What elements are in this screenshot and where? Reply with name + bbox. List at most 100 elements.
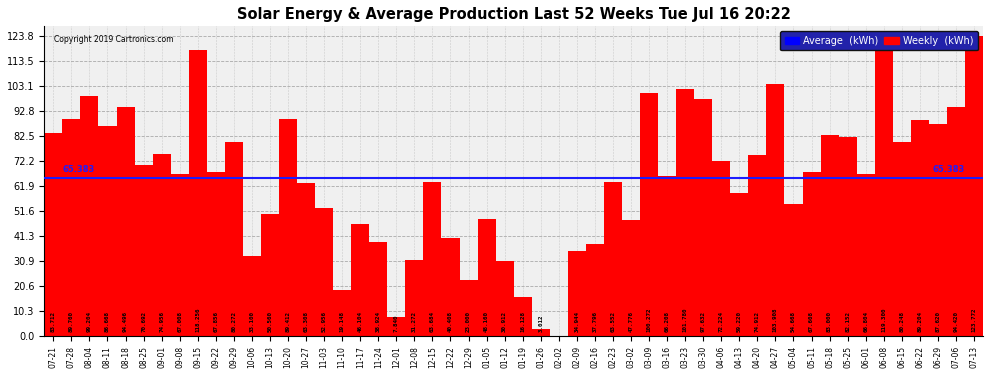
Bar [45, 133, 62, 336]
Text: 40.408: 40.408 [448, 312, 453, 333]
Text: 89.412: 89.412 [285, 312, 290, 333]
Text: 54.668: 54.668 [791, 312, 796, 333]
Bar [243, 256, 261, 336]
Text: 80.272: 80.272 [232, 312, 237, 333]
Bar [477, 219, 496, 336]
Bar [135, 165, 152, 336]
Bar [731, 193, 748, 336]
Bar [712, 161, 731, 336]
Text: 89.204: 89.204 [918, 312, 923, 333]
Text: 72.224: 72.224 [719, 312, 724, 333]
Text: 123.772: 123.772 [971, 308, 976, 333]
Text: 46.104: 46.104 [357, 312, 362, 333]
Text: 74.956: 74.956 [159, 312, 164, 333]
Text: 65.383: 65.383 [62, 165, 95, 174]
Bar [387, 317, 405, 336]
Bar [62, 118, 80, 336]
Bar [496, 261, 514, 336]
Bar [405, 260, 424, 336]
Text: 23.000: 23.000 [466, 312, 471, 333]
Text: 100.272: 100.272 [646, 308, 651, 333]
Text: 87.620: 87.620 [936, 312, 940, 333]
Text: 66.804: 66.804 [863, 312, 868, 333]
Bar [766, 84, 784, 336]
Text: 47.776: 47.776 [629, 312, 634, 333]
Text: 63.308: 63.308 [304, 312, 309, 333]
Bar [676, 89, 694, 336]
Bar [170, 174, 189, 336]
Text: 80.248: 80.248 [899, 312, 904, 333]
Text: 65.383: 65.383 [933, 165, 965, 174]
Text: 67.608: 67.608 [809, 312, 814, 333]
Bar [748, 154, 766, 336]
Bar [641, 93, 658, 336]
Bar [189, 50, 207, 336]
Text: 31.272: 31.272 [412, 312, 417, 333]
Text: 30.912: 30.912 [502, 312, 507, 333]
Text: 33.100: 33.100 [249, 312, 254, 333]
Bar [152, 154, 170, 336]
Text: 50.560: 50.560 [267, 312, 272, 333]
Text: 97.632: 97.632 [701, 312, 706, 333]
Bar [875, 47, 893, 336]
Text: 63.552: 63.552 [611, 312, 616, 333]
Text: 19.148: 19.148 [340, 312, 345, 333]
Bar [442, 238, 459, 336]
Text: 89.760: 89.760 [69, 312, 74, 333]
Bar [965, 36, 983, 336]
Bar [694, 99, 712, 336]
Text: 3.012: 3.012 [539, 315, 544, 333]
Bar [893, 142, 911, 336]
Text: 83.000: 83.000 [827, 312, 833, 333]
Text: Copyright 2019 Cartronics.com: Copyright 2019 Cartronics.com [53, 35, 173, 44]
Text: 94.420: 94.420 [953, 312, 958, 333]
Text: 103.908: 103.908 [773, 308, 778, 333]
Bar [80, 96, 98, 336]
Text: 66.208: 66.208 [664, 312, 669, 333]
Bar [315, 208, 334, 336]
Legend: Average  (kWh), Weekly  (kWh): Average (kWh), Weekly (kWh) [780, 31, 978, 51]
Text: 101.780: 101.780 [683, 308, 688, 333]
Bar [532, 329, 549, 336]
Text: 74.912: 74.912 [755, 312, 760, 333]
Text: 94.496: 94.496 [123, 312, 128, 333]
Bar [947, 107, 965, 336]
Bar [929, 124, 947, 336]
Bar [334, 290, 351, 336]
Bar [225, 141, 243, 336]
Bar [784, 204, 803, 336]
Bar [622, 220, 641, 336]
Bar [839, 137, 856, 336]
Bar [459, 280, 477, 336]
Text: 63.684: 63.684 [430, 312, 435, 333]
Text: 52.956: 52.956 [322, 312, 327, 333]
Bar [821, 135, 839, 336]
Bar [568, 251, 586, 336]
Bar [911, 120, 929, 336]
Bar [279, 119, 297, 336]
Text: 34.944: 34.944 [574, 312, 579, 333]
Text: 99.204: 99.204 [87, 312, 92, 333]
Bar [803, 172, 821, 336]
Bar [117, 107, 135, 336]
Bar [297, 183, 315, 336]
Bar [514, 297, 532, 336]
Bar [207, 172, 225, 336]
Text: 82.152: 82.152 [845, 312, 850, 333]
Bar [98, 126, 117, 336]
Bar [351, 224, 369, 336]
Text: 70.692: 70.692 [142, 312, 147, 333]
Text: 37.796: 37.796 [592, 312, 597, 333]
Bar [856, 174, 875, 336]
Text: 67.856: 67.856 [213, 312, 219, 333]
Text: 67.008: 67.008 [177, 312, 182, 333]
Text: 7.840: 7.840 [394, 315, 399, 333]
Bar [658, 176, 676, 336]
Bar [261, 213, 279, 336]
Text: 83.712: 83.712 [50, 312, 55, 333]
Bar [369, 242, 387, 336]
Title: Solar Energy & Average Production Last 52 Weeks Tue Jul 16 20:22: Solar Energy & Average Production Last 5… [237, 7, 791, 22]
Text: 16.128: 16.128 [520, 312, 526, 333]
Bar [586, 244, 604, 336]
Bar [424, 182, 442, 336]
